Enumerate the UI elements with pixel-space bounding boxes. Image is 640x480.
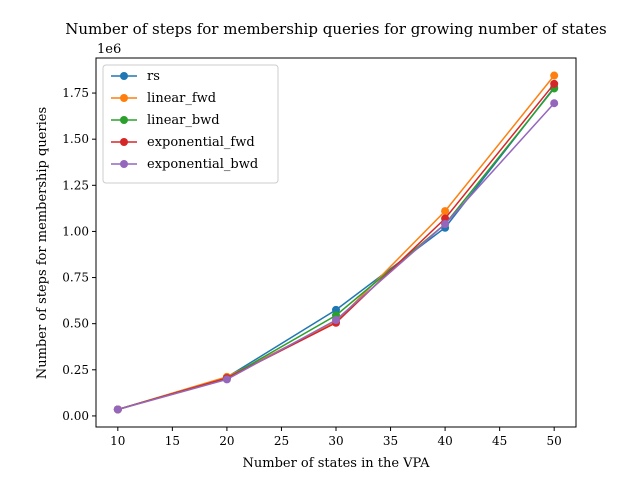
- data-point-exponential_bwd: [550, 99, 559, 108]
- legend-item-linear_bwd: linear_bwd: [111, 113, 220, 128]
- x-tick-label: 10: [110, 434, 125, 448]
- plot-area-frame: [95, 57, 577, 428]
- x-tick-label: 15: [165, 434, 180, 448]
- axis-ticks: 10 15 20 25 30 35 40 45 50 0.00 0.25 0.50 0.75 1.00 1.…: [62, 86, 562, 448]
- x-tick-label: 20: [219, 434, 234, 448]
- x-axis-label: Number of states in the VPA: [243, 456, 431, 471]
- legend-label: linear_fwd: [147, 91, 216, 106]
- legend-label: rs: [147, 69, 160, 84]
- x-tick-label: 45: [492, 434, 507, 448]
- legend-label: exponential_fwd: [147, 135, 255, 150]
- data-point-exponential_bwd: [332, 315, 340, 324]
- legend-item-exponential_bwd: exponential_bwd: [111, 157, 258, 172]
- data-point-exponential_bwd: [222, 375, 231, 384]
- legend-item-rs: rs: [111, 69, 160, 84]
- data-point-linear_fwd: [441, 207, 450, 216]
- series-layer: [113, 71, 559, 414]
- y-tick-label: 0.00: [62, 409, 89, 423]
- legend: rs linear_fwd linear_bwd exponential_fwdexp…: [102, 64, 279, 184]
- x-tick-label: 30: [328, 434, 343, 448]
- legend-item-linear_fwd: linear_fwd: [111, 91, 216, 106]
- series-exponential_bwd: [113, 99, 559, 414]
- y-tick-label: 1.25: [62, 178, 89, 192]
- legend-frame: [102, 64, 279, 184]
- x-tick-label: 40: [437, 434, 452, 448]
- y-axis-offset-label: 1e6: [97, 42, 121, 57]
- x-tick-label: 25: [274, 434, 289, 448]
- y-tick-label: 1.75: [62, 86, 89, 100]
- data-point-exponential_bwd: [113, 405, 122, 414]
- y-tick-label: 1.50: [62, 132, 89, 146]
- y-tick-label: 0.25: [62, 363, 89, 377]
- y-tick-label: 0.50: [62, 317, 89, 331]
- legend-label: exponential_bwd: [147, 157, 258, 172]
- x-tick-label: 50: [547, 434, 562, 448]
- data-point-rs: [332, 305, 340, 314]
- chart-title: Number of steps for membership queries f…: [65, 20, 607, 38]
- data-point-exponential_bwd: [441, 220, 450, 229]
- data-point-exponential_fwd: [441, 214, 450, 223]
- legend-swatch-marker: [120, 72, 128, 80]
- legend-swatch-marker: [120, 138, 128, 146]
- legend-swatch-marker: [120, 116, 128, 124]
- data-point-exponential_fwd: [550, 79, 559, 88]
- legend-swatch-marker: [120, 160, 128, 168]
- legend-item-exponential_fwd: exponential_fwd: [111, 135, 255, 150]
- legend-swatch-marker: [120, 94, 128, 102]
- y-tick-label: 1.00: [62, 224, 89, 238]
- x-tick-label: 35: [383, 434, 398, 448]
- y-axis-label: Number of steps for membership queries: [35, 107, 50, 379]
- y-tick-label: 0.75: [62, 271, 89, 285]
- legend-label: linear_bwd: [147, 113, 220, 128]
- data-point-linear_fwd: [550, 71, 559, 80]
